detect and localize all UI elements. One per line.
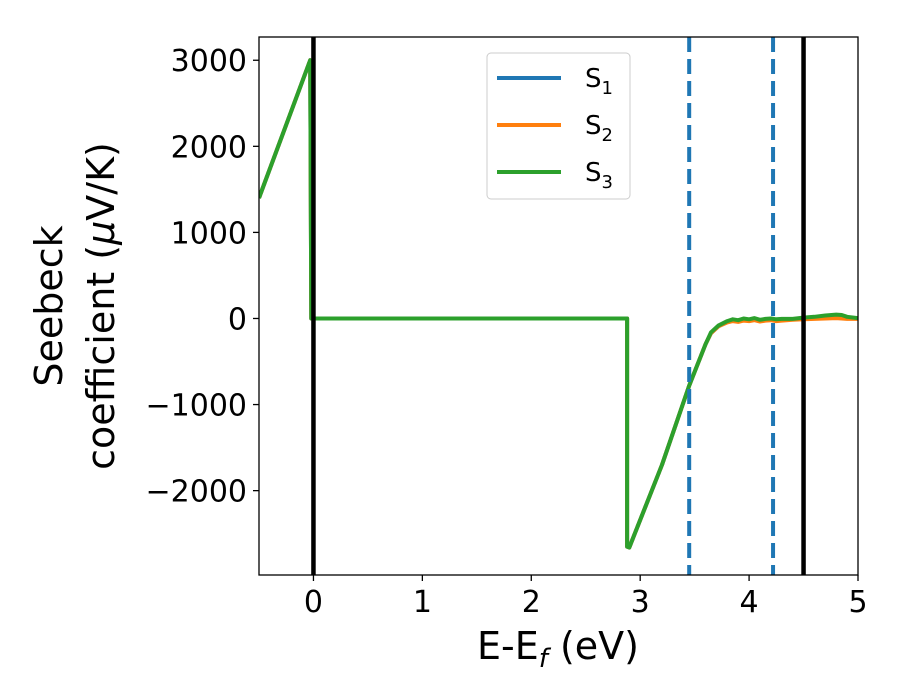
x-axis-title-main: E-E [477, 624, 539, 668]
y-tick-label: 1000 [171, 216, 247, 251]
y-axis-title-line1: Seebeck [27, 225, 71, 386]
legend-label-name: S [585, 64, 602, 94]
legend-label-name: S [585, 111, 602, 141]
y-axis-title-text: coefficient ( [79, 245, 123, 470]
y-tick-label: 0 [228, 302, 247, 337]
legend-label-sub: 3 [602, 172, 613, 193]
series-line-s3 [259, 58, 858, 550]
legend-label-s2: S2 [585, 111, 613, 146]
y-tick-label: −1000 [146, 389, 247, 424]
x-tick-label: 1 [413, 585, 432, 620]
x-tick-label: 4 [740, 585, 759, 620]
x-axis-ticks: 0 1 2 3 4 5 [304, 575, 868, 620]
y-tick-label: 2000 [171, 130, 247, 165]
y-axis-ticks: 3000 2000 1000 0 −1000 −2000 [146, 44, 259, 510]
legend-label-s1: S1 [585, 64, 613, 99]
x-axis-title: E-Ef (eV) [477, 624, 639, 674]
series-layer [259, 58, 858, 550]
x-tick-label: 0 [304, 585, 323, 620]
y-axis-title-unit: V/K) [79, 142, 123, 221]
y-tick-label: 3000 [171, 44, 247, 79]
x-tick-label: 2 [522, 585, 541, 620]
x-axis-title-unit: (eV) [548, 624, 639, 668]
plot-frame [258, 36, 859, 576]
y-axis-title-mu: μ [79, 221, 123, 246]
x-tick-label: 5 [848, 585, 867, 620]
y-axis-title-line2: coefficient (μV/K) [79, 142, 123, 470]
x-tick-label: 3 [631, 585, 650, 620]
vline-layer [311, 37, 806, 575]
legend-label-sub: 1 [602, 78, 613, 99]
legend-label-sub: 2 [602, 125, 613, 146]
legend-label-s3: S3 [585, 158, 613, 193]
y-tick-label: −2000 [146, 475, 247, 510]
legend-label-name: S [585, 158, 602, 188]
